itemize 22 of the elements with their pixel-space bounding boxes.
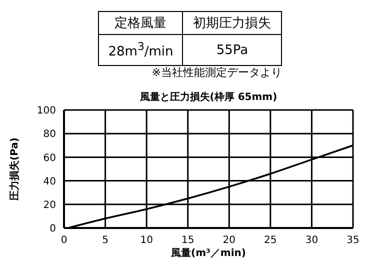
x-tick-label: 35 (346, 235, 360, 246)
y-tick-label: 20 (43, 200, 56, 211)
x-tick-label: 5 (102, 235, 108, 246)
text: 初期圧力損失 (182, 12, 282, 34)
x-tick-label: 20 (222, 235, 236, 246)
y-axis-title: 圧力損失(Pa) (8, 138, 21, 202)
x-axis-title: 風量(m³／min) (170, 247, 246, 259)
y-tick-label: 80 (43, 129, 56, 140)
x-tick-label: 10 (140, 235, 153, 246)
chart-title: 風量と圧力損失(枠厚 65mm) (138, 90, 278, 104)
text: ※当社性能測定データより (152, 65, 282, 80)
text: 55Pa (182, 34, 282, 66)
y-tick-label: 100 (36, 106, 56, 117)
y-tick-label: 0 (50, 224, 56, 235)
x-tick-label: 15 (181, 235, 194, 246)
x-tick-label: 0 (60, 235, 68, 246)
text: 28m$^{3}$/min (98, 34, 183, 66)
y-tick-label: 60 (43, 152, 56, 164)
y-tick-label: 40 (43, 176, 56, 188)
x-tick-label: 30 (305, 235, 318, 246)
x-tick-label: 25 (264, 235, 277, 246)
text: 定格風量 (98, 12, 183, 34)
